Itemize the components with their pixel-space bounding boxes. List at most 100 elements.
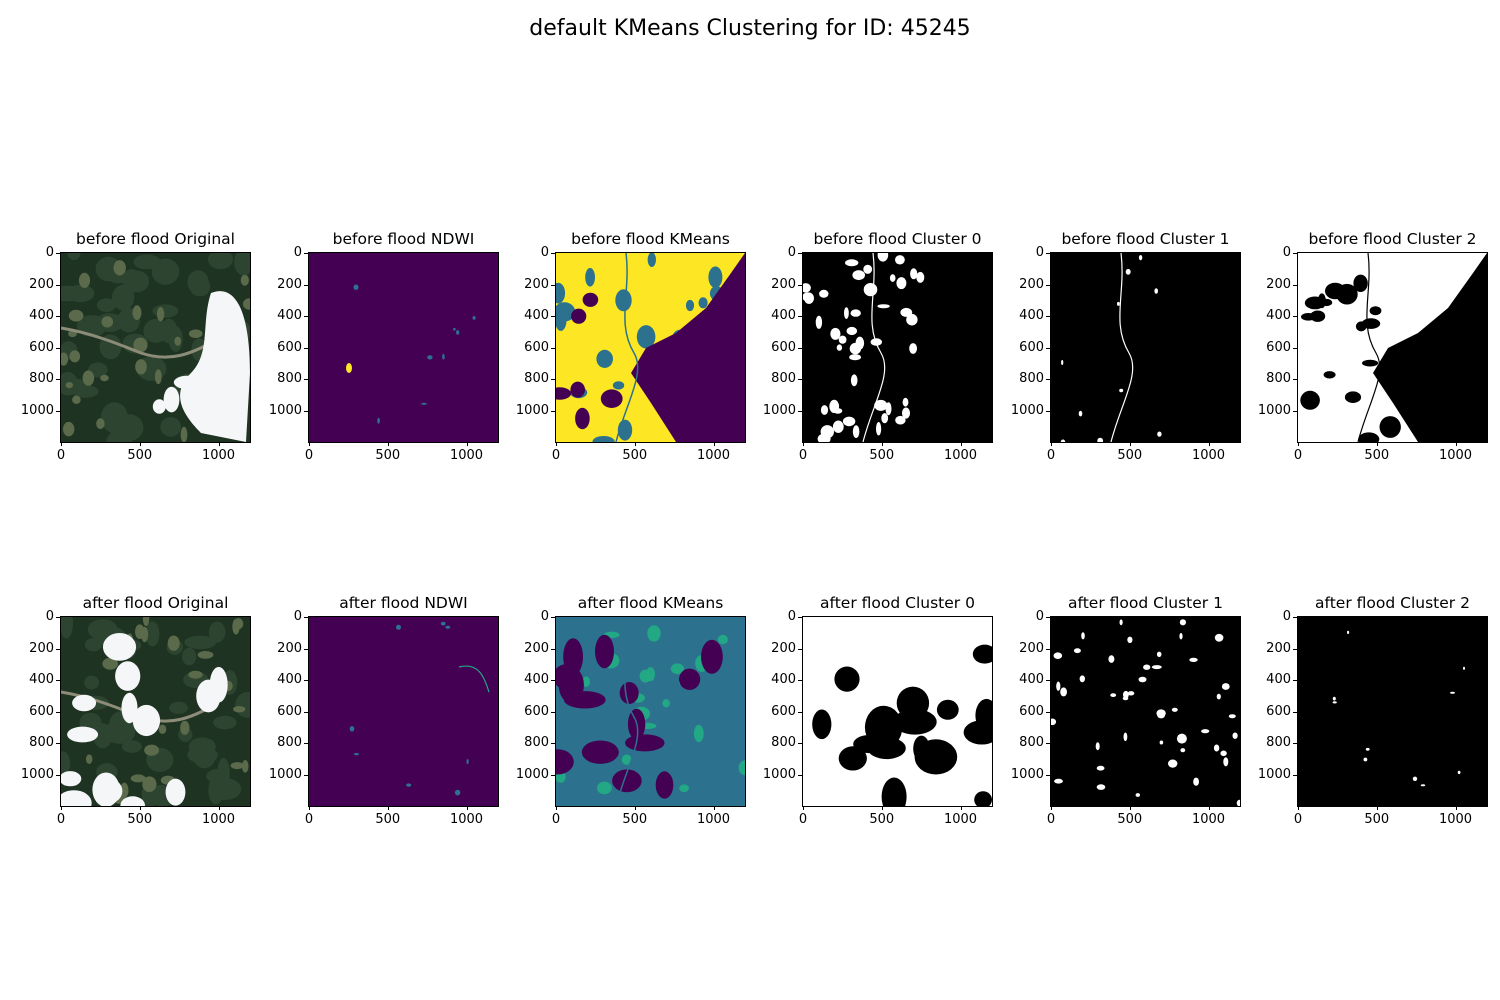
x-tick-mark <box>139 806 141 810</box>
x-tick-label: 500 <box>1364 812 1390 827</box>
y-tick-mark <box>1293 410 1297 412</box>
y-tick-mark <box>798 253 802 254</box>
y-tick-label: 400 <box>771 672 796 687</box>
x-tick-mark <box>1455 442 1457 446</box>
subplot-panel: before flood Cluster 0 0 200 400 600 800 1000 0… <box>763 230 993 463</box>
x-tick-mark <box>466 442 468 446</box>
x-tick-label: 0 <box>1293 812 1303 827</box>
y-tick-mark <box>551 253 555 254</box>
y-tick-mark <box>551 347 555 349</box>
y-tick-mark <box>1046 648 1050 650</box>
x-tick-label: 0 <box>551 448 561 463</box>
y-tick-mark <box>1046 347 1050 349</box>
x-tick-label: 1000 <box>1438 812 1473 827</box>
y-tick-label: 400 <box>771 308 796 323</box>
y-tick-label: 0 <box>45 609 54 624</box>
x-tick-label: 500 <box>869 812 895 827</box>
x-tick-label: 0 <box>56 812 66 827</box>
y-tick-mark <box>1046 711 1050 713</box>
y-tick-label: 0 <box>45 245 54 260</box>
image-raster <box>1298 617 1487 806</box>
x-tick-mark <box>387 806 389 810</box>
y-tick-mark <box>1046 680 1050 681</box>
y-tick-label: 600 <box>1019 339 1044 355</box>
y-tick-mark <box>304 410 308 412</box>
y-tick-mark <box>304 648 308 650</box>
y-tick-label: 0 <box>787 609 796 624</box>
subplot-title: before flood Cluster 2 <box>1308 230 1477 248</box>
image-plot-rgb <box>61 617 250 806</box>
x-tick-mark <box>803 442 804 446</box>
y-tick-label: 0 <box>1282 245 1291 260</box>
y-tick-mark <box>56 347 60 349</box>
y-tick-mark <box>798 680 802 681</box>
subplot-panel: before flood Cluster 1 0 200 400 600 800 1000 0… <box>1011 230 1241 463</box>
y-tick-mark <box>1046 316 1050 317</box>
x-tick-mark <box>803 806 804 810</box>
x-tick-mark <box>218 442 220 446</box>
y-tick-label: 400 <box>1266 308 1291 323</box>
x-tick-mark <box>713 442 715 446</box>
y-tick-mark <box>1293 680 1297 681</box>
y-tick-mark <box>304 774 308 776</box>
y-tick-mark <box>56 284 60 286</box>
subplot-panel: before flood Original 0 200 400 600 800 1000 0 5… <box>21 230 251 463</box>
y-tick-mark <box>56 774 60 776</box>
y-tick-mark <box>798 379 802 380</box>
y-tick-mark <box>56 648 60 650</box>
image-raster <box>61 253 250 442</box>
x-tick-label: 1000 <box>449 448 484 463</box>
x-tick-mark <box>960 806 962 810</box>
subplot-title: before flood KMeans <box>571 230 730 248</box>
x-tick-label: 0 <box>304 448 314 463</box>
y-tick-label: 800 <box>1266 735 1291 750</box>
y-tick-label: 0 <box>1035 245 1044 260</box>
y-tick-label: 0 <box>293 245 302 260</box>
y-tick-label: 200 <box>524 640 549 656</box>
y-tick-mark <box>551 774 555 776</box>
y-tick-label: 1000 <box>268 402 302 418</box>
y-tick-mark <box>1046 774 1050 776</box>
y-tick-label: 400 <box>1019 308 1044 323</box>
y-tick-mark <box>1046 617 1050 618</box>
image-raster <box>556 617 745 806</box>
image-raster <box>1051 253 1240 442</box>
x-tick-label: 0 <box>798 448 808 463</box>
x-tick-mark <box>1376 806 1378 810</box>
x-tick-mark <box>1129 442 1131 446</box>
y-tick-label: 200 <box>771 640 796 656</box>
subplot-title: before flood Original <box>76 230 235 248</box>
y-tick-mark <box>551 648 555 650</box>
y-tick-label: 800 <box>277 371 302 386</box>
x-tick-mark <box>634 806 636 810</box>
y-tick-label: 0 <box>787 245 796 260</box>
y-tick-label: 400 <box>524 672 549 687</box>
x-tick-label: 0 <box>1046 448 1056 463</box>
subplot-title: before flood Cluster 0 <box>813 230 982 248</box>
y-tick-mark <box>1293 743 1297 744</box>
x-tick-mark <box>634 442 636 446</box>
y-tick-mark <box>56 743 60 744</box>
x-tick-mark <box>1208 806 1210 810</box>
x-tick-mark <box>387 442 389 446</box>
x-tick-label: 500 <box>622 812 648 827</box>
y-tick-mark <box>56 253 60 254</box>
y-tick-label: 200 <box>1266 276 1291 292</box>
x-tick-label: 0 <box>798 812 808 827</box>
y-tick-label: 400 <box>277 308 302 323</box>
x-tick-mark <box>1376 442 1378 446</box>
x-tick-label: 500 <box>375 812 401 827</box>
subplot-title: after flood Cluster 1 <box>1068 594 1223 612</box>
y-tick-mark <box>551 284 555 286</box>
y-tick-mark <box>1293 316 1297 317</box>
y-tick-mark <box>1293 347 1297 349</box>
y-tick-label: 400 <box>1019 672 1044 687</box>
figure-title: default KMeans Clustering for ID: 45245 <box>529 16 971 41</box>
subplot-title: after flood Cluster 0 <box>820 594 975 612</box>
y-tick-label: 200 <box>1266 640 1291 656</box>
y-tick-label: 600 <box>524 339 549 355</box>
subplot-panel: after flood KMeans 0 200 400 600 800 1000 0 500 1… <box>516 594 746 827</box>
y-tick-mark <box>56 617 60 618</box>
subplot-title: after flood Original <box>82 594 229 612</box>
y-tick-label: 400 <box>277 672 302 687</box>
